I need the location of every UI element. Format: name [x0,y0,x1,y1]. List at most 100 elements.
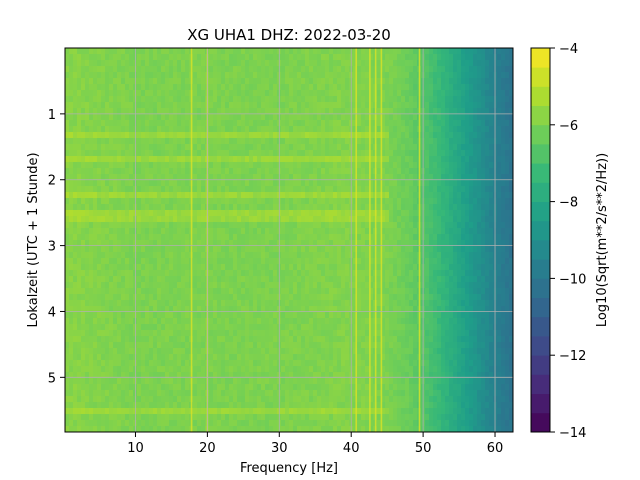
heatmap-cell [181,156,186,163]
heatmap-cell [173,276,178,283]
heatmap-cell [453,186,458,193]
heatmap-cell [389,156,394,163]
heatmap-cell [369,276,374,283]
heatmap-cell [141,126,146,133]
heatmap-cell [149,216,154,223]
heatmap-cell [333,234,338,241]
heatmap-cell [165,108,170,115]
heatmap-cell [129,54,134,61]
heatmap-cell [509,48,513,55]
heatmap-cell [285,300,290,307]
heatmap-cell [505,150,510,157]
heatmap-cell [209,180,214,187]
heatmap-cell [365,126,370,133]
heatmap-cell [117,96,122,103]
heatmap-cell [161,114,166,121]
heatmap-cell [509,288,513,295]
heatmap-cell [233,294,238,301]
heatmap-cell [93,282,98,289]
heatmap-cell [137,282,142,289]
heatmap-cell [69,234,74,241]
heatmap-cell [345,168,350,175]
heatmap-cell [377,210,382,217]
heatmap-cell [413,180,418,187]
heatmap-cell [97,72,102,79]
heatmap-cell [437,168,442,175]
heatmap-cell [101,162,106,169]
heatmap-cell [161,306,166,313]
heatmap-cell [481,120,486,127]
heatmap-cell [237,66,242,73]
heatmap-cell [389,288,394,295]
heatmap-cell [365,162,370,169]
heatmap-cell [453,72,458,79]
heatmap-cell [345,228,350,235]
heatmap-cell [381,234,386,241]
heatmap-cell [317,102,322,109]
heatmap-cell [305,54,310,61]
heatmap-cell [209,150,214,157]
heatmap-cell [229,270,234,277]
heatmap-cell [209,144,214,151]
heatmap-cell [81,216,86,223]
heatmap-cell [289,306,294,313]
heatmap-cell [221,90,226,97]
heatmap-cell [89,102,94,109]
heatmap-cell [485,246,490,253]
heatmap-cell [505,228,510,235]
heatmap-cell [129,156,134,163]
heatmap-cell [169,240,174,247]
heatmap-cell [405,216,410,223]
heatmap-cell [365,210,370,217]
heatmap-cell [185,132,190,139]
heatmap-cell [509,162,513,169]
heatmap-cell [485,54,490,61]
heatmap-cell [461,78,466,85]
heatmap-cell [101,234,106,241]
heatmap-cell [285,108,290,115]
heatmap-cell [185,288,190,295]
heatmap-cell [125,294,130,301]
heatmap-cell [145,222,150,229]
heatmap-cell [185,198,190,205]
heatmap-cell [377,114,382,121]
heatmap-cell [437,162,442,169]
heatmap-cell [121,186,126,193]
heatmap-cell [173,168,178,175]
heatmap-cell [397,174,402,181]
heatmap-cell [301,210,306,217]
heatmap-cell [261,174,266,181]
heatmap-cell [121,258,126,265]
heatmap-cell [165,102,170,109]
heatmap-cell [209,48,214,55]
heatmap-cell [361,264,366,271]
heatmap-cell [465,96,470,103]
heatmap-cell [501,84,506,91]
heatmap-cell [341,258,346,265]
heatmap-cell [309,150,314,157]
heatmap-cell [353,258,358,265]
heatmap-cell [145,114,150,121]
heatmap-cell [177,84,182,91]
heatmap-cell [501,186,506,193]
heatmap-cell [125,282,130,289]
heatmap-cell [385,222,390,229]
heatmap-cell [337,150,342,157]
heatmap-cell [125,252,130,259]
heatmap-cell [437,120,442,127]
heatmap-cell [217,306,222,313]
heatmap-cell [293,48,298,55]
heatmap-cell [457,234,462,241]
heatmap-cell [161,276,166,283]
heatmap-cell [237,282,242,289]
heatmap-cell [449,186,454,193]
heatmap-cell [81,252,86,259]
heatmap-cell [297,270,302,277]
heatmap-cell [481,264,486,271]
heatmap-cell [185,168,190,175]
heatmap-cell [285,306,290,313]
heatmap-cell [377,132,382,139]
heatmap-cell [141,162,146,169]
heatmap-cell [457,258,462,265]
heatmap-cell [397,222,402,229]
